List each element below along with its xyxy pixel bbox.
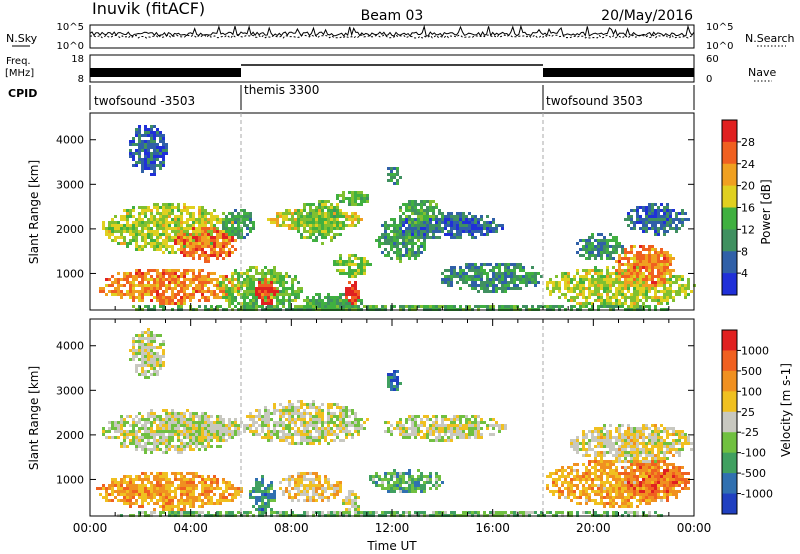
colorbar-block (722, 473, 737, 495)
colorbar-tick-label: 100 (741, 385, 762, 398)
noise-search-trace (89, 34, 695, 39)
colorbar-tick-label: 500 (741, 365, 762, 378)
y-tick-label: 1000 (56, 473, 84, 486)
colorbar-block (722, 330, 737, 351)
colorbar-block (722, 141, 737, 165)
cpid-mode-2: themis 3300 (244, 83, 319, 97)
noise-left-label: N.Sky (6, 32, 38, 45)
velocity-y-axis: 1000 2000 3000 4000 (56, 340, 694, 486)
colorbar-block (722, 251, 737, 274)
colorbar-block (722, 493, 737, 515)
colorbar-tick-label: -500 (741, 467, 766, 480)
power-x-ticks (89, 303, 695, 310)
colorbar-tick-label: 12 (741, 223, 755, 236)
colorbar-block (722, 432, 737, 454)
colorbar-block (722, 273, 737, 296)
freq-label-line1: Freq. (6, 56, 31, 67)
velocity-heatmap (96, 328, 693, 517)
x-tick-label: 00:00 (677, 521, 712, 535)
y-tick-label: 2000 (56, 223, 84, 236)
y-tick-label: 3000 (56, 178, 84, 191)
noise-left-tick-top: 10^5 (57, 22, 84, 33)
power-ylabel: Slant Range [km] (27, 160, 41, 264)
station-title: Inuvik (fitACF) (92, 0, 205, 18)
x-tick-label: 16:00 (475, 521, 510, 535)
colorbar-block (722, 411, 737, 433)
y-tick-label: 2000 (56, 429, 84, 442)
nave-tick-top: 60 (706, 54, 719, 65)
colorbar-tick-label: 16 (741, 202, 755, 215)
nave-label: Nave (748, 66, 776, 79)
y-tick-label: 3000 (56, 384, 84, 397)
cpid-mode-3: twofsound 3503 (546, 94, 643, 108)
velocity-colorbar-label: Velocity [m s-1] (779, 363, 793, 457)
colorbar-tick-label: 8 (741, 245, 748, 258)
colorbar-block (722, 370, 737, 392)
y-tick-label: 4000 (56, 340, 84, 353)
y-tick-label: 1000 (56, 267, 84, 280)
colorbar-tick-label: -1000 (741, 488, 773, 501)
cpid-label: CPID (8, 87, 37, 100)
nave-tick-bottom: 0 (706, 74, 712, 85)
frequency-bars (90, 64, 694, 77)
cpid-mode-1: twofsound -3503 (94, 94, 195, 108)
noise-right-tick-top: 10^5 (706, 22, 733, 33)
power-panel: 1000 2000 3000 4000 Slant Range [km] 28 24 20… (27, 112, 773, 311)
velocity-colorbar: 1000 500 100 25 -25 -100 -500 -1000 (721, 329, 773, 515)
noise-left-tick-bottom: 10^0 (57, 41, 84, 52)
colorbar-block (722, 350, 737, 372)
colorbar-block (722, 452, 737, 474)
x-tick-label: 08:00 (274, 521, 309, 535)
power-colorbar-label: Power [dB] (759, 179, 773, 244)
time-axis-label: Time UT (366, 539, 417, 553)
velocity-panel: 1000 2000 3000 4000 00:00 04:00 08:00 12:00 16:… (27, 318, 793, 553)
colorbar-tick-label: 25 (741, 406, 755, 419)
colorbar-tick-label: -100 (741, 447, 766, 460)
beam-title: Beam 03 (361, 8, 424, 24)
colorbar-block (722, 229, 737, 252)
power-colorbar: 28 24 20 16 12 8 4 (721, 119, 755, 296)
velocity-ylabel: Slant Range [km] (27, 366, 41, 470)
colorbar-block (722, 207, 737, 230)
x-tick-label: 00:00 (73, 521, 108, 535)
noise-right-label: N.Search (745, 32, 795, 45)
date-title: 20/May/2016 (601, 8, 693, 24)
colorbar-tick-label: -25 (741, 426, 759, 439)
colorbar-tick-label: 28 (741, 136, 755, 149)
power-heatmap (99, 125, 696, 311)
freq-label-line2: [MHz] (5, 68, 34, 79)
colorbar-block (722, 185, 737, 208)
power-y-axis: 1000 2000 3000 4000 (56, 134, 694, 280)
noise-sky-trace (89, 24, 695, 38)
colorbar-tick-label: 1000 (741, 344, 769, 357)
freq-band-2 (543, 68, 694, 77)
x-tick-label: 12:00 (375, 521, 410, 535)
velocity-x-axis: 00:00 04:00 08:00 12:00 16:00 20:00 00:00 (73, 319, 712, 535)
freq-band-0 (90, 68, 241, 77)
colorbar-tick-label: 24 (741, 158, 755, 171)
noise-right-tick-bottom: 10^0 (706, 41, 733, 52)
x-tick-label: 20:00 (576, 521, 611, 535)
frequency-panel: Freq. [MHz] 18 8 60 0 Nave (5, 54, 776, 85)
noise-panel: N.Sky 10^5 10^0 10^5 10^0 N.Search (6, 22, 795, 52)
colorbar-block (722, 120, 737, 143)
colorbar-block (722, 391, 737, 413)
x-tick-label: 04:00 (173, 521, 208, 535)
cpid-panel: CPID twofsound -3503 themis 3300 twofsou… (8, 83, 695, 110)
colorbar-block (722, 163, 737, 187)
freq-tick-bottom: 8 (78, 74, 84, 85)
colorbar-tick-label: 20 (741, 180, 755, 193)
freq-tick-top: 18 (71, 54, 84, 65)
colorbar-tick-label: 4 (741, 267, 748, 280)
y-tick-label: 4000 (56, 134, 84, 147)
